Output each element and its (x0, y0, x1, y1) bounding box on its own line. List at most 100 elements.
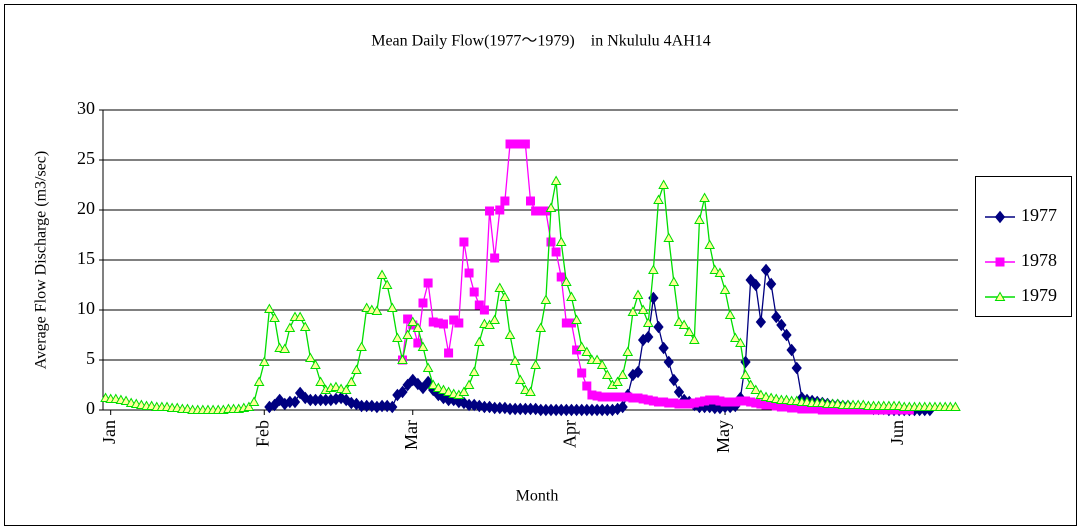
data-point (376, 269, 388, 279)
data-point (617, 400, 628, 414)
data-point (950, 401, 961, 411)
data-point (387, 400, 398, 414)
y-tick-label: 15 (77, 248, 95, 268)
y-tick-label: 5 (86, 348, 95, 368)
data-point (704, 239, 716, 249)
data-point (601, 369, 613, 379)
data-point (791, 361, 802, 375)
legend-label: 1979 (1021, 285, 1057, 305)
data-point (289, 395, 301, 409)
data-point (577, 368, 587, 378)
data-point (653, 320, 664, 334)
x-tick-label: Mar (401, 420, 421, 450)
data-point (530, 359, 541, 369)
y-tick-label: 25 (77, 148, 95, 168)
data-point (525, 386, 536, 396)
data-point (648, 264, 659, 274)
data-point (407, 373, 418, 387)
data-point (540, 294, 552, 304)
data-point (341, 393, 352, 407)
data-point (504, 329, 516, 339)
data-point (427, 379, 439, 389)
data-point (576, 341, 588, 351)
data-point (560, 276, 572, 286)
data-point (550, 175, 562, 185)
data-point (269, 312, 280, 322)
data-point (310, 359, 321, 369)
data-point (412, 322, 424, 332)
data-point (479, 305, 489, 315)
data-point (714, 267, 726, 277)
data-point (294, 311, 306, 321)
data-point (617, 369, 629, 379)
data-point (673, 385, 685, 399)
data-point (683, 326, 695, 336)
data-point (545, 202, 557, 212)
data-point (663, 355, 674, 369)
data-point (556, 272, 566, 282)
data-point (663, 232, 675, 242)
y-tick-label: 20 (77, 198, 95, 218)
data-point (668, 276, 680, 286)
data-point (520, 384, 531, 394)
data-point (755, 389, 767, 399)
data-point (729, 332, 741, 342)
data-point (402, 329, 413, 339)
data-point (750, 384, 762, 394)
data-point (423, 278, 433, 288)
data-point (581, 346, 593, 356)
data-point (632, 365, 644, 379)
data-point (468, 366, 480, 376)
x-tick-label: May (713, 420, 733, 453)
data-point (299, 321, 311, 331)
data-point (417, 341, 429, 351)
data-point (473, 336, 485, 346)
data-point (381, 279, 393, 289)
legend-marker (994, 210, 1006, 224)
data-point (335, 391, 347, 405)
data-point (438, 384, 449, 394)
y-tick-label: 0 (86, 398, 95, 418)
data-point (642, 317, 654, 327)
data-point (668, 373, 679, 387)
x-tick-label: Jun (887, 420, 907, 445)
data-point (279, 343, 291, 353)
data-point (490, 253, 500, 263)
data-point (546, 237, 556, 247)
data-point (351, 364, 362, 374)
data-point (760, 263, 772, 277)
data-point (248, 396, 260, 406)
data-point (484, 319, 495, 329)
data-point (438, 319, 448, 329)
data-point (459, 237, 469, 247)
data-point (454, 318, 464, 328)
data-point (551, 247, 561, 257)
y-tick-label: 10 (77, 298, 95, 318)
data-point (673, 316, 685, 326)
data-point (418, 298, 428, 308)
data-point (535, 322, 547, 332)
data-point (356, 341, 367, 351)
data-point (653, 194, 664, 204)
data-point (489, 314, 501, 324)
data-point (253, 376, 265, 386)
y-axis-label: Average Flow Discharge (m3/sec) (33, 151, 50, 369)
data-point (627, 306, 639, 316)
data-point (284, 322, 296, 332)
data-point (596, 359, 608, 369)
data-point (300, 391, 311, 405)
data-point (566, 291, 577, 301)
x-tick-label: Apr (560, 420, 580, 448)
data-point (443, 386, 454, 396)
data-point (591, 354, 603, 364)
data-point (694, 214, 705, 224)
data-point (709, 264, 721, 274)
legend-label: 1977 (1021, 205, 1057, 225)
data-point (469, 287, 479, 297)
data-point (243, 401, 255, 411)
data-point (458, 386, 470, 396)
data-point (274, 393, 285, 407)
data-point (526, 196, 535, 206)
data-point (422, 362, 434, 372)
chart-frame (4, 4, 1077, 526)
